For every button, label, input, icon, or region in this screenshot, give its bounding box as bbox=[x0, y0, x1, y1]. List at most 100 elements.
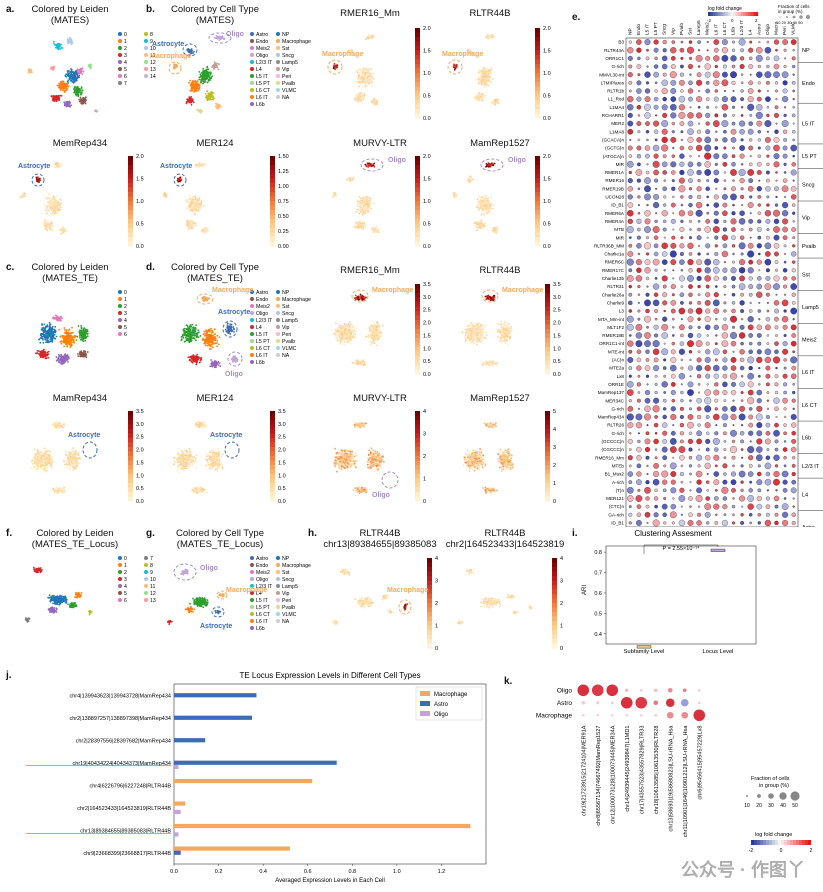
feature-point bbox=[60, 202, 63, 205]
umap-point bbox=[70, 104, 73, 107]
umap-point bbox=[69, 344, 72, 347]
umap-point bbox=[50, 66, 52, 69]
feature-point bbox=[366, 198, 368, 201]
feature-point bbox=[356, 100, 358, 102]
umap-point bbox=[46, 330, 49, 332]
feature-point bbox=[364, 224, 367, 227]
legend-swatch bbox=[118, 32, 122, 36]
umap-point bbox=[190, 339, 193, 342]
colorbar-segment bbox=[535, 95, 540, 101]
colorbar-tick: 2.0 bbox=[136, 154, 144, 160]
umap-point bbox=[77, 91, 80, 93]
umap-point bbox=[85, 336, 88, 338]
feature-point bbox=[358, 195, 361, 198]
panel-d-title: Colored by Cell Type (MATES_TE) bbox=[170, 262, 259, 284]
umap-point bbox=[196, 80, 199, 83]
umap-point bbox=[194, 327, 197, 329]
colorbar-tick: 1.0 bbox=[423, 199, 431, 205]
feature-point bbox=[366, 80, 368, 83]
feature-point bbox=[46, 198, 49, 200]
umap-point bbox=[187, 98, 189, 101]
colorbar-tick: 1.0 bbox=[543, 71, 551, 77]
feature-point bbox=[61, 229, 64, 232]
umap-point bbox=[43, 355, 46, 357]
feature-point bbox=[453, 68, 456, 71]
feature-point bbox=[36, 179, 39, 182]
macrophage-annotation-circle bbox=[327, 59, 343, 75]
umap-point bbox=[210, 348, 212, 350]
umap-title-r2-2: MURVY-LTR bbox=[353, 138, 407, 149]
legend-swatch bbox=[144, 67, 148, 71]
legend-swatch bbox=[118, 46, 122, 50]
feature-point bbox=[196, 164, 199, 166]
umap-point bbox=[203, 69, 206, 72]
feature-point bbox=[53, 202, 55, 205]
oligo-annotation-circle bbox=[480, 158, 504, 172]
legend-label: 2 bbox=[124, 304, 127, 310]
feature-point bbox=[486, 212, 489, 215]
feature-point bbox=[365, 66, 368, 69]
feature-point bbox=[359, 207, 362, 209]
feature-point bbox=[50, 209, 53, 211]
feature-point bbox=[363, 93, 366, 95]
feature-point bbox=[179, 178, 182, 181]
colorbar-segment bbox=[535, 64, 540, 69]
umap-point bbox=[65, 73, 68, 76]
legend-label: 0 bbox=[124, 32, 127, 38]
umap-point bbox=[89, 67, 92, 70]
umap-point bbox=[50, 338, 53, 341]
feature-point bbox=[163, 193, 166, 195]
colorbar-segment bbox=[535, 73, 540, 78]
umap-point bbox=[186, 328, 189, 330]
umap-point bbox=[70, 339, 73, 342]
legend-label: 14 bbox=[150, 74, 156, 80]
colorbar-segment bbox=[415, 37, 420, 42]
feature-point bbox=[361, 71, 364, 73]
umap-point bbox=[44, 351, 46, 353]
colorbar-segment bbox=[128, 165, 133, 170]
feature-point bbox=[474, 225, 477, 228]
umap-point bbox=[173, 63, 176, 66]
feature-point bbox=[21, 197, 23, 199]
feature-point bbox=[375, 225, 378, 228]
feature-point bbox=[19, 196, 22, 198]
umap-point bbox=[204, 81, 207, 83]
umap-point bbox=[71, 326, 73, 329]
umap-point bbox=[189, 101, 192, 104]
colorbar-segment bbox=[535, 91, 540, 96]
feature-point bbox=[484, 194, 487, 197]
umap-point bbox=[214, 102, 217, 105]
legend-swatch bbox=[144, 46, 148, 50]
feature-point bbox=[455, 65, 458, 67]
feature-point bbox=[476, 223, 479, 225]
umap-point bbox=[43, 353, 46, 356]
feature-point bbox=[487, 165, 490, 168]
umap-point bbox=[64, 329, 66, 331]
colorbar-tick: 0.25 bbox=[278, 229, 289, 235]
feature-point bbox=[483, 74, 486, 77]
feature-point bbox=[59, 206, 62, 209]
umap-point bbox=[82, 340, 85, 343]
colorbar-segment bbox=[415, 156, 420, 161]
colorbar-segment bbox=[415, 228, 420, 233]
umap-point bbox=[219, 35, 221, 38]
umap-point bbox=[210, 98, 213, 101]
umap-point bbox=[188, 329, 190, 332]
feature-point bbox=[368, 35, 370, 38]
feature-point bbox=[357, 101, 360, 103]
umap-point bbox=[63, 82, 66, 85]
feature-point bbox=[495, 225, 498, 228]
umap-point bbox=[202, 80, 205, 83]
colorbar-tick: 1.00 bbox=[278, 184, 289, 190]
colorbar: 2.01.51.00.50.0 bbox=[535, 26, 551, 122]
feature-point bbox=[188, 224, 191, 227]
legend-swatch bbox=[118, 60, 122, 64]
feature-point bbox=[49, 199, 52, 201]
feature-point bbox=[478, 207, 481, 210]
colorbar-tick: 0.5 bbox=[543, 94, 551, 100]
feature-point bbox=[492, 208, 494, 210]
legend-swatch bbox=[118, 311, 122, 315]
legend-swatch bbox=[118, 318, 122, 322]
feature-point bbox=[366, 37, 368, 40]
